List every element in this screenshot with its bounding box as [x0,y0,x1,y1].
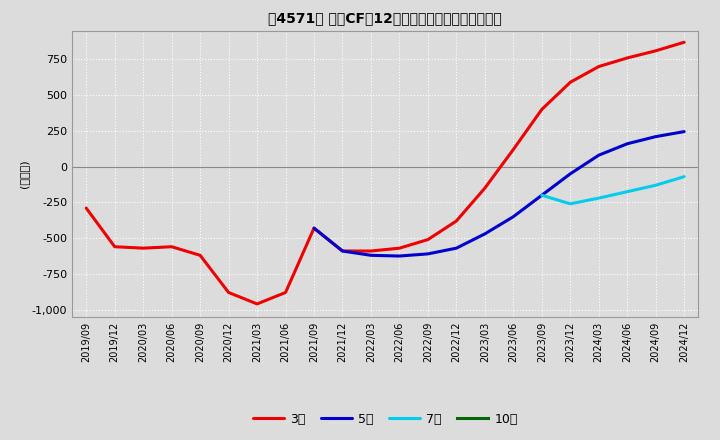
3年 [423,237,432,242]
7年 [680,174,688,179]
3年 [110,244,119,249]
3年 [139,246,148,251]
5年 [395,253,404,259]
3年 [595,64,603,69]
3年 [652,48,660,53]
7年 [537,193,546,198]
5年 [452,246,461,251]
3年 [82,205,91,211]
5年 [423,251,432,257]
3年 [338,248,347,253]
3年 [566,80,575,85]
Line: 7年: 7年 [541,176,684,204]
3年 [623,55,631,61]
7年 [566,201,575,206]
3年 [537,107,546,112]
5年 [680,129,688,134]
3年 [452,218,461,224]
3年 [253,301,261,307]
3年 [509,147,518,152]
7年 [652,183,660,188]
7年 [623,189,631,194]
5年 [509,214,518,219]
3年 [282,290,290,295]
3年 [680,40,688,45]
Line: 3年: 3年 [86,42,684,304]
3年 [366,248,375,253]
5年 [310,225,318,231]
5年 [480,231,489,236]
5年 [595,153,603,158]
3年 [225,290,233,295]
5年 [537,193,546,198]
7年 [595,195,603,201]
Line: 5年: 5年 [314,132,684,256]
3年 [395,246,404,251]
Legend: 3年, 5年, 7年, 10年: 3年, 5年, 7年, 10年 [248,408,523,431]
3年 [196,253,204,258]
5年 [366,253,375,258]
3年 [310,225,318,231]
5年 [623,141,631,147]
Title: 【4571】 投資CFの12か月移動合計の平均値の推移: 【4571】 投資CFの12か月移動合計の平均値の推移 [269,11,502,26]
3年 [167,244,176,249]
5年 [338,248,347,253]
3年 [480,185,489,191]
5年 [652,134,660,139]
Y-axis label: (百万円): (百万円) [19,159,29,188]
5年 [566,171,575,176]
